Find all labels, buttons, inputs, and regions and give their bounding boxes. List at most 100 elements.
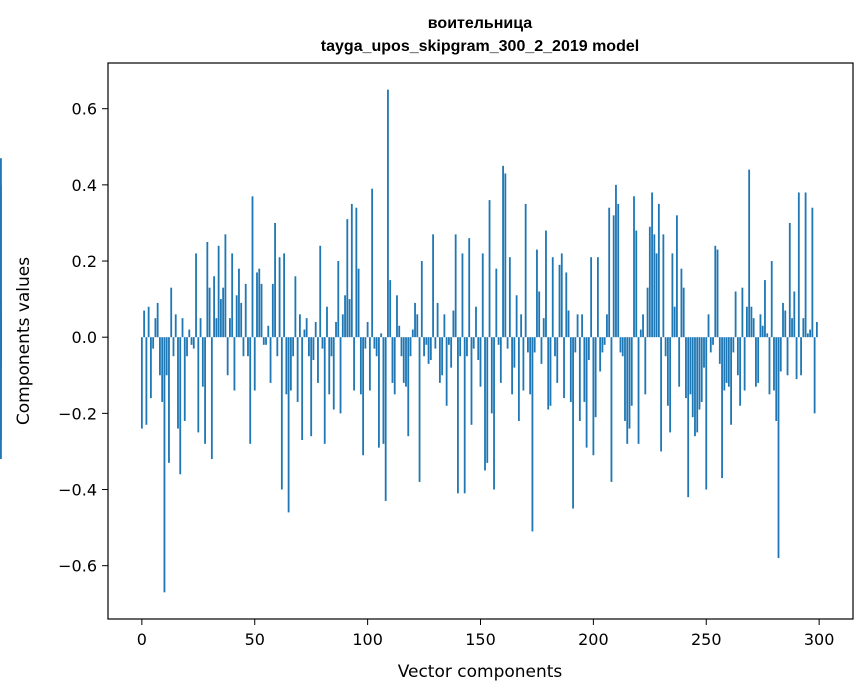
- bar: [615, 184, 617, 338]
- bar: [587, 337, 590, 361]
- bar: [461, 253, 464, 338]
- bar: [249, 337, 252, 444]
- bar: [416, 314, 419, 338]
- bar: [368, 337, 371, 391]
- bar: [671, 253, 674, 338]
- bar: [725, 337, 728, 383]
- bar: [346, 219, 349, 338]
- bar: [357, 268, 360, 338]
- bar: [407, 337, 410, 437]
- bar: [766, 333, 769, 338]
- bar: [513, 337, 516, 368]
- bar: [486, 337, 489, 463]
- bar: [750, 306, 753, 338]
- bar: [317, 337, 319, 383]
- bar: [323, 337, 326, 444]
- bar: [531, 337, 534, 532]
- bar: [736, 337, 739, 376]
- bar: [745, 306, 748, 338]
- y-tick-label: −0.6: [58, 557, 97, 576]
- bar: [450, 337, 453, 368]
- bar: [391, 337, 394, 383]
- bar: [773, 337, 775, 391]
- bar: [0, 337, 2, 460]
- bar: [332, 337, 335, 410]
- bar: [339, 337, 342, 414]
- bar: [278, 257, 281, 338]
- bar: [310, 337, 313, 437]
- bar: [635, 230, 638, 338]
- bar: [673, 306, 676, 338]
- bar: [626, 337, 629, 444]
- bar: [186, 337, 188, 357]
- bar: [319, 245, 322, 338]
- plot-area-frame: [107, 62, 854, 620]
- bar: [797, 192, 800, 338]
- bar: [463, 337, 466, 494]
- bar: [617, 203, 620, 338]
- bar: [253, 337, 256, 391]
- bar: [229, 318, 231, 338]
- bar: [599, 337, 602, 372]
- bar: [380, 333, 383, 338]
- bar: [215, 318, 218, 338]
- bar: [748, 169, 751, 338]
- x-tick-label: 200: [578, 630, 609, 649]
- bar: [382, 337, 385, 444]
- bar: [705, 337, 708, 490]
- bar: [276, 337, 279, 357]
- bar: [314, 321, 317, 338]
- bar: [655, 253, 658, 338]
- bar: [183, 337, 186, 421]
- bar: [335, 321, 337, 338]
- bar: [493, 337, 495, 490]
- y-axis-label: Components values: [14, 257, 34, 425]
- bar: [378, 337, 380, 448]
- bar: [409, 337, 412, 357]
- bar: [554, 337, 556, 357]
- bar: [768, 337, 771, 395]
- bar: [669, 337, 672, 433]
- bar: [330, 337, 333, 357]
- bar: [565, 272, 568, 338]
- x-tick-label: 300: [804, 630, 835, 649]
- bar: [718, 337, 721, 364]
- bar: [520, 314, 523, 338]
- bar: [308, 337, 310, 357]
- bar: [477, 337, 480, 361]
- bar: [459, 337, 462, 357]
- bar: [707, 314, 710, 338]
- bar: [712, 337, 714, 345]
- bar: [782, 302, 784, 338]
- bar: [764, 280, 766, 338]
- bar: [287, 337, 290, 513]
- bar: [298, 314, 301, 338]
- bar: [734, 291, 737, 338]
- bar: [172, 337, 175, 357]
- bar: [660, 337, 663, 452]
- bar: [506, 337, 509, 349]
- bar: [0, 337, 2, 364]
- bar: [468, 238, 471, 338]
- bar: [235, 295, 238, 338]
- bar: [140, 337, 143, 429]
- bar: [168, 337, 170, 463]
- bar: [608, 207, 611, 338]
- bar: [517, 337, 520, 421]
- bar: [438, 337, 441, 383]
- bar: [312, 337, 315, 361]
- bar: [260, 283, 263, 338]
- bar: [258, 268, 261, 338]
- bar: [321, 337, 324, 349]
- bar: [612, 215, 615, 338]
- bar: [761, 325, 764, 338]
- bar: [664, 337, 667, 357]
- bar: [152, 337, 155, 349]
- bar: [305, 318, 308, 338]
- bar: [256, 272, 258, 338]
- bar: [405, 337, 407, 387]
- bar: [181, 318, 184, 338]
- bar: [529, 337, 532, 395]
- bar: [639, 329, 642, 338]
